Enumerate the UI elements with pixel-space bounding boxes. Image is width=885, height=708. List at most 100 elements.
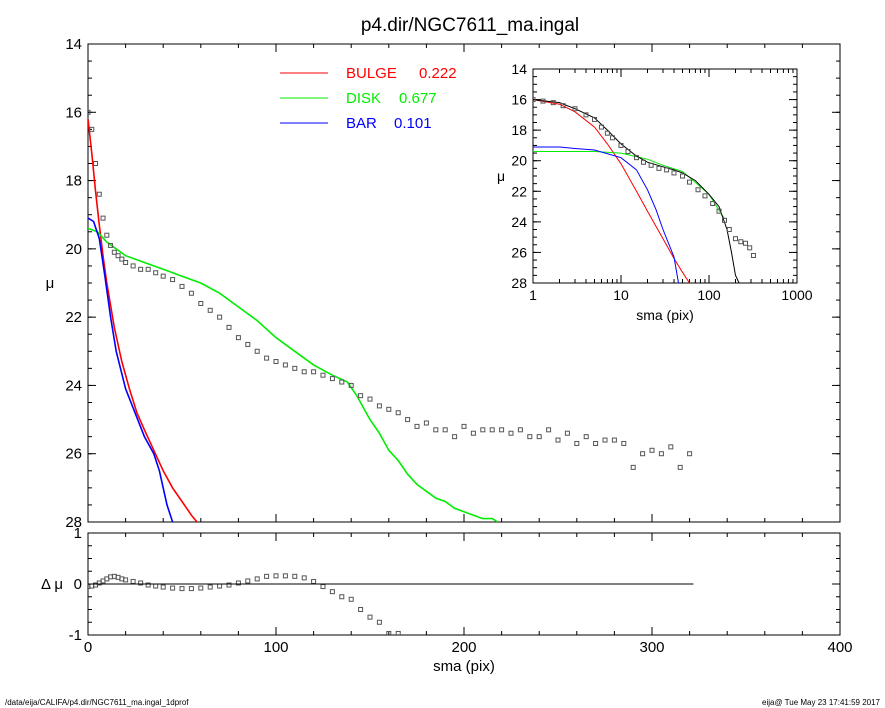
main-ytick-label: 22 [65,309,82,326]
inset-ytick-label: 18 [511,122,527,138]
main-data-point [160,273,166,279]
inset-data-point [583,112,589,118]
main-data-point [564,430,570,436]
inset-ytick-label: 26 [511,244,527,260]
residual-data-point [292,573,298,579]
main-data-point [649,447,655,453]
inset-data-point [604,130,610,136]
residual-xtick-label: 300 [639,639,664,656]
residual-data-point [198,585,204,591]
main-data-point [170,277,176,283]
inset-data-point [671,170,677,176]
main-data-point [555,437,561,443]
main-data-point [640,451,646,457]
main-plot-area [88,109,693,522]
inset-data-point [592,116,598,122]
main-data-point [100,215,106,221]
main-data-point [480,427,486,433]
residual-data-point [226,582,232,588]
main-data-point [423,420,429,426]
residual-plot-area [88,573,694,635]
main-data-point [367,396,373,402]
inset-data-point [750,252,756,258]
inset-ytick-label: 20 [511,153,527,169]
residual-xtick-label: 400 [827,639,852,656]
inset-ytick-label: 24 [511,214,527,230]
main-data-point [395,410,401,416]
main-series-bar [88,217,174,522]
main-data-point [282,362,288,368]
main-data-point [226,324,232,330]
main-data-point [96,191,102,197]
main-data-point [130,263,136,269]
main-data-point [320,372,326,378]
residual-data-point [311,578,317,584]
main-panel: 14 16 18 20 22 24 26 28 μ [46,36,841,531]
main-data-point [433,427,439,433]
main-data-point [546,427,552,433]
inset-data-point [743,240,749,246]
main-data-point [245,341,251,347]
main-data-point [339,379,345,385]
inset-data-point [625,149,631,155]
residual-data-point [386,630,392,635]
main-data-point [574,440,580,446]
inset-xtick-label: 1000 [781,287,812,303]
inset-series-bar [533,146,679,283]
inset-data-point [747,245,753,251]
main-data-point [88,109,91,115]
inset-series-disk [533,151,725,220]
inset-data-point [609,135,615,141]
main-data-point [386,406,392,412]
legend-value-disk: 0.677 [399,90,437,107]
inset-data-point [656,165,662,171]
residual-data-point [264,573,270,579]
footer-timestamp: eija@ Tue May 23 17:41:59 2017 [762,698,881,707]
main-data-point [508,430,514,436]
residual-data-point [145,582,151,588]
main-data-point [301,369,307,375]
residual-ytick-label: -1 [69,627,82,644]
residual-data-point [130,578,136,584]
inset-xtick-label: 1 [529,287,537,303]
inset-data-point [618,142,624,148]
residual-data-point [123,577,129,583]
main-data-point [611,437,617,443]
main-series-bulge [88,119,198,522]
inset-data-point [695,187,701,193]
main-data-point [499,427,505,433]
main-data-point [668,444,674,450]
residual-data-point [320,584,326,590]
main-data-point [348,382,354,388]
residual-xtick-label: 0 [84,639,92,656]
main-ytick-label: 16 [65,104,82,121]
residual-data-point [395,630,401,635]
residual-data-point [170,585,176,591]
residual-data-point [358,607,364,612]
residual-xtick-label: 100 [263,639,288,656]
main-data-point [677,464,683,470]
inset-data-point [732,236,738,242]
main-ytick-label: 18 [65,173,82,190]
residual-data-point [188,586,194,592]
inset-data-point [648,162,654,168]
inset-data-point [710,201,716,207]
inset-data-point [680,173,686,179]
inset-data-point [540,98,546,104]
main-data-point [376,403,382,409]
residual-xlabel: sma (pix) [433,658,495,675]
main-data-point [207,307,213,313]
main-data-point [414,423,420,429]
inset-data-point [572,106,578,112]
inset-ytick-label: 28 [511,275,527,291]
main-data-point [527,434,533,440]
main-data-point [517,427,523,433]
inset-plot-area [533,97,756,283]
inset-data-point [738,239,744,245]
figure-title: p4.dir/NGC7611_ma.ingal [361,15,579,36]
main-data-point [292,365,298,371]
main-ytick-label: 20 [65,241,82,258]
legend-label-disk: DISK [346,90,381,107]
footer-path: /data/eija/CALIFA/p4.dir/NGC7611_ma.inga… [5,698,189,707]
inset-data-point [550,100,556,106]
